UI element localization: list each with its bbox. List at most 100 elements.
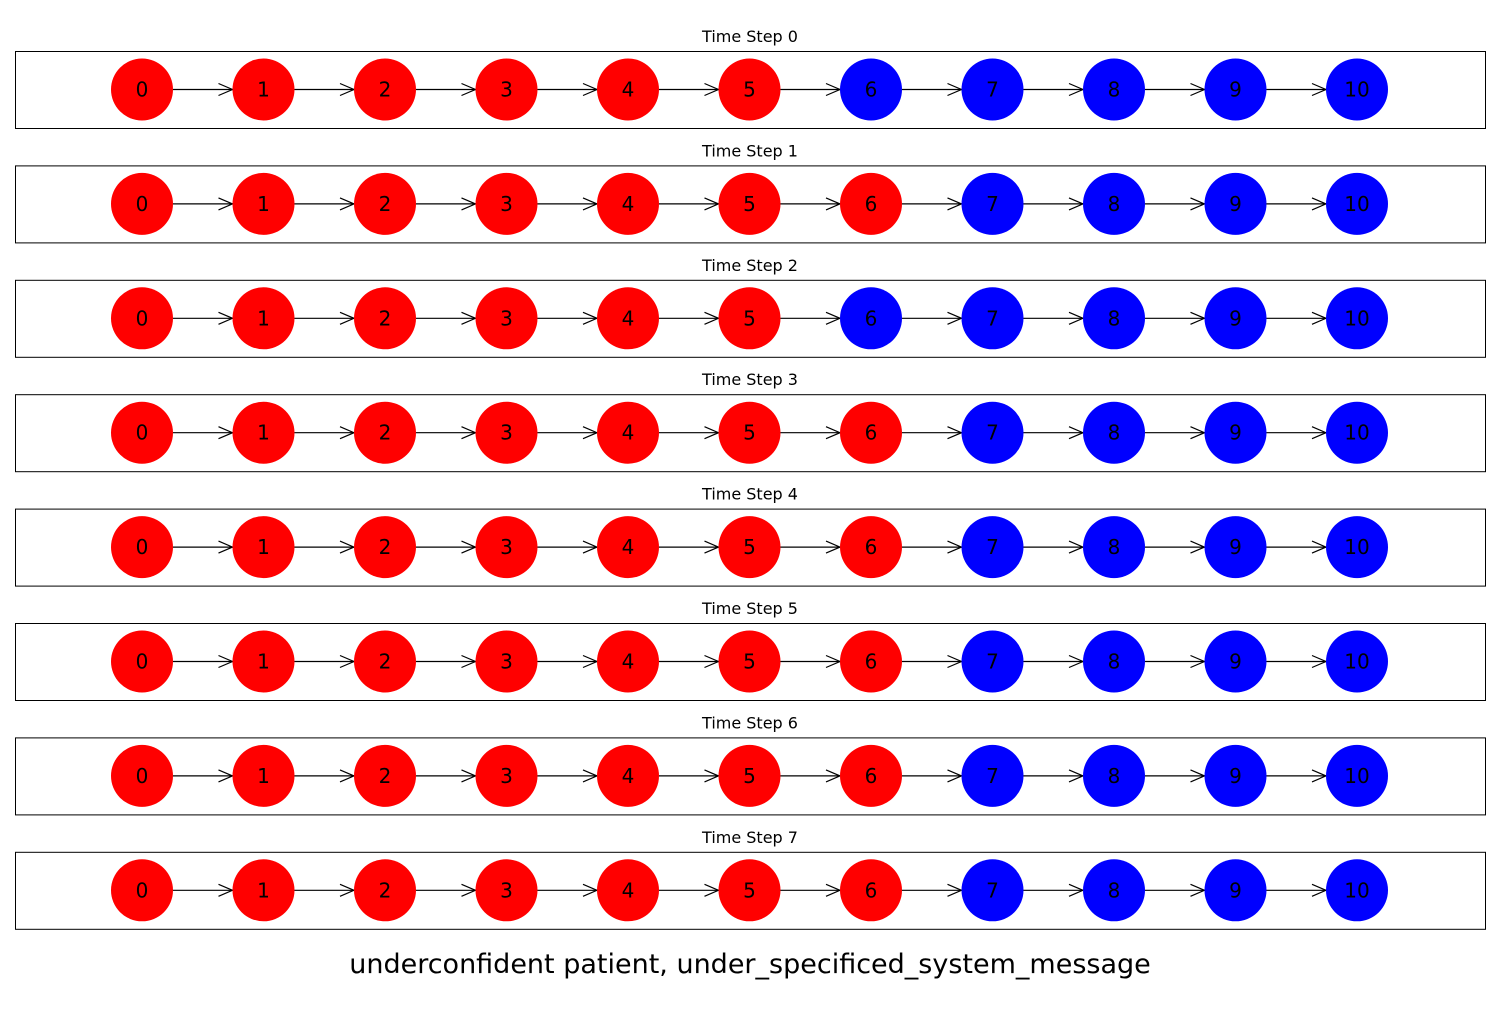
graph-node: 10	[1326, 287, 1388, 350]
edge-arrow	[1023, 769, 1085, 783]
node-circle	[1083, 287, 1145, 350]
node-circle	[961, 859, 1024, 922]
node-label: 1	[257, 78, 270, 102]
node-label: 10	[1344, 421, 1369, 445]
edge-arrow	[1145, 426, 1207, 440]
node-circle	[1326, 287, 1388, 350]
node-label: 9	[1229, 78, 1242, 102]
graph-node: 3	[475, 630, 538, 693]
node-label: 0	[136, 878, 149, 902]
graph-node: 2	[354, 401, 416, 464]
node-label: 9	[1229, 192, 1242, 216]
node-circle	[475, 859, 538, 922]
node-circle	[475, 58, 538, 121]
graph-node: 7	[961, 287, 1024, 350]
node-circle	[354, 859, 416, 922]
node-circle	[232, 859, 295, 922]
node-label: 4	[622, 650, 635, 674]
node-label: 5	[743, 192, 756, 216]
figure-caption: underconfident patient, under_specificed…	[349, 949, 1151, 980]
graph-node: 9	[1204, 172, 1267, 235]
node-circle	[1204, 58, 1267, 121]
panel-frame	[15, 737, 1486, 816]
node-label: 9	[1229, 764, 1242, 788]
node-circle	[961, 172, 1024, 235]
node-circle	[1204, 630, 1267, 693]
node-label: 8	[1108, 306, 1121, 330]
edge-arrow	[902, 426, 964, 440]
edge-arrow	[173, 883, 235, 897]
node-label: 0	[136, 421, 149, 445]
edge-arrow	[416, 82, 478, 97]
edge-arrow	[537, 883, 599, 897]
edge-arrow	[780, 311, 842, 325]
graph-node: 1	[232, 401, 295, 464]
graph-node: 6	[840, 172, 902, 235]
node-circle	[840, 630, 902, 693]
node-circle	[1326, 172, 1388, 235]
graph-node: 1	[232, 744, 295, 807]
node-label: 6	[865, 78, 878, 102]
node-circle	[232, 630, 295, 693]
graph-node: 8	[1083, 630, 1145, 693]
node-circle	[232, 287, 295, 350]
graph-node: 8	[1083, 744, 1145, 807]
edge-arrow	[902, 654, 964, 669]
graph-node: 4	[597, 630, 659, 693]
node-circle	[1083, 172, 1145, 235]
node-label: 7	[986, 878, 999, 902]
graph-node: 2	[354, 859, 416, 922]
edge-arrow	[537, 540, 599, 554]
node-label: 10	[1344, 306, 1369, 330]
node-circle	[475, 744, 538, 807]
graph-node: 6	[840, 516, 902, 579]
node-circle	[1083, 58, 1145, 121]
edge-arrow	[1266, 197, 1328, 211]
node-circle	[718, 58, 781, 121]
node-circle	[1204, 401, 1267, 464]
graph-node: 10	[1326, 630, 1388, 693]
node-circle	[354, 516, 416, 579]
edge-arrow	[173, 82, 235, 97]
graph-node: 4	[597, 172, 659, 235]
node-label: 6	[865, 306, 878, 330]
graph-node: 9	[1204, 287, 1267, 350]
node-circle	[961, 401, 1024, 464]
edge-arrow	[416, 426, 478, 440]
node-circle	[840, 859, 902, 922]
node-circle	[597, 58, 659, 121]
edge-arrow	[173, 540, 235, 554]
node-label: 7	[986, 764, 999, 788]
node-circle	[1083, 401, 1145, 464]
node-label: 8	[1108, 78, 1121, 102]
graph-node: 1	[232, 172, 295, 235]
graph-node: 9	[1204, 744, 1267, 807]
node-label: 3	[500, 878, 513, 902]
time-step-panel: Time Step 6 0 1 2 3 4 5 6 7 8 9 10	[15, 713, 1486, 816]
graph-node: 10	[1326, 58, 1388, 121]
graph-node: 5	[718, 744, 781, 807]
panel-frame	[15, 51, 1486, 129]
node-label: 3	[500, 78, 513, 102]
node-label: 9	[1229, 650, 1242, 674]
time-step-title: Time Step 2	[701, 256, 798, 275]
node-circle	[232, 58, 295, 121]
graph-node: 9	[1204, 859, 1267, 922]
node-label: 2	[379, 421, 392, 445]
node-circle	[232, 172, 295, 235]
node-circle	[718, 172, 781, 235]
node-circle	[232, 516, 295, 579]
node-label: 2	[379, 764, 392, 788]
node-label: 8	[1108, 421, 1121, 445]
node-circle	[1326, 630, 1388, 693]
node-label: 9	[1229, 878, 1242, 902]
node-label: 4	[622, 535, 635, 559]
node-label: 2	[379, 650, 392, 674]
edge-arrow	[294, 197, 356, 211]
edge-arrow	[1145, 311, 1207, 325]
node-label: 10	[1344, 78, 1369, 102]
time-step-title: Time Step 0	[701, 27, 798, 46]
node-circle	[840, 516, 902, 579]
node-circle	[1204, 859, 1267, 922]
graph-node: 1	[232, 516, 295, 579]
